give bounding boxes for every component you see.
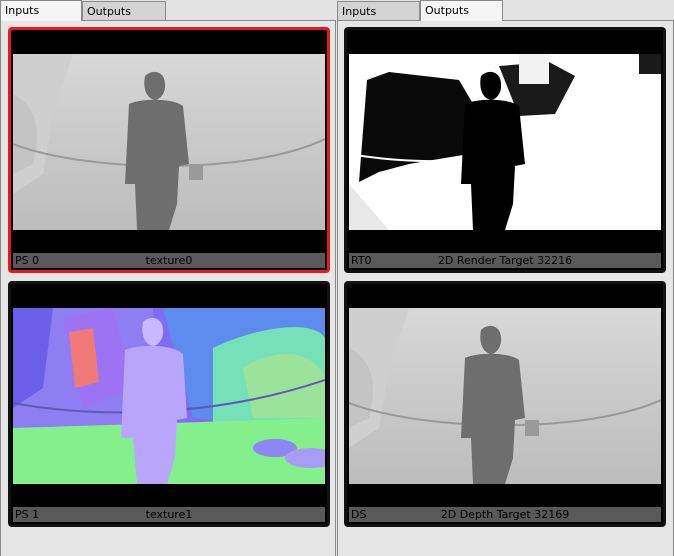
outputs-panel: Inputs Outputs 2D Render Target 3	[337, 0, 674, 556]
tab-inputs[interactable]: Inputs	[337, 1, 420, 20]
tabbar-divider	[0, 20, 336, 21]
tab-outputs[interactable]: Outputs	[82, 1, 166, 20]
tab-outputs[interactable]: Outputs	[420, 0, 503, 21]
slot-label: RT0	[351, 254, 372, 267]
slot-label: DS	[351, 508, 367, 521]
tab-inputs[interactable]: Inputs	[0, 0, 82, 21]
outputs-panel-content: 2D Render Target 32216 RT0	[337, 21, 674, 556]
resource-name: 2D Depth Target 32169	[440, 508, 570, 521]
inputs-panel-tabbar: Inputs Outputs	[0, 0, 336, 21]
thumbnail-rt0[interactable]: 2D Render Target 32216 RT0	[344, 27, 666, 273]
thumbnail-caption: 2D Render Target 32216 RT0	[349, 253, 661, 268]
texture1-preview-image	[13, 308, 325, 484]
texture0-preview-image	[13, 54, 325, 230]
depth-target-preview-image	[349, 308, 661, 484]
slot-label: PS 1	[15, 508, 40, 521]
resource-name: texture1	[145, 508, 193, 521]
slot-label: PS 0	[15, 254, 40, 267]
render-target-preview-image	[349, 54, 661, 230]
thumbnail-caption: texture0 PS 0	[13, 253, 325, 268]
thumbnail-caption: 2D Depth Target 32169 DS	[349, 507, 661, 522]
thumbnail-ds[interactable]: 2D Depth Target 32169 DS	[344, 281, 666, 527]
thumbnail-ps0[interactable]: texture0 PS 0	[8, 27, 330, 273]
resource-name: texture0	[145, 254, 193, 267]
outputs-panel-tabbar: Inputs Outputs	[337, 0, 674, 21]
inputs-panel: Inputs Outputs	[0, 0, 336, 556]
tabbar-divider	[337, 20, 674, 21]
resource-name: 2D Render Target 32216	[437, 254, 573, 267]
thumbnail-ps1[interactable]: texture1 PS 1	[8, 281, 330, 527]
inputs-panel-content: texture0 PS 0	[0, 21, 336, 556]
thumbnail-caption: texture1 PS 1	[13, 507, 325, 522]
